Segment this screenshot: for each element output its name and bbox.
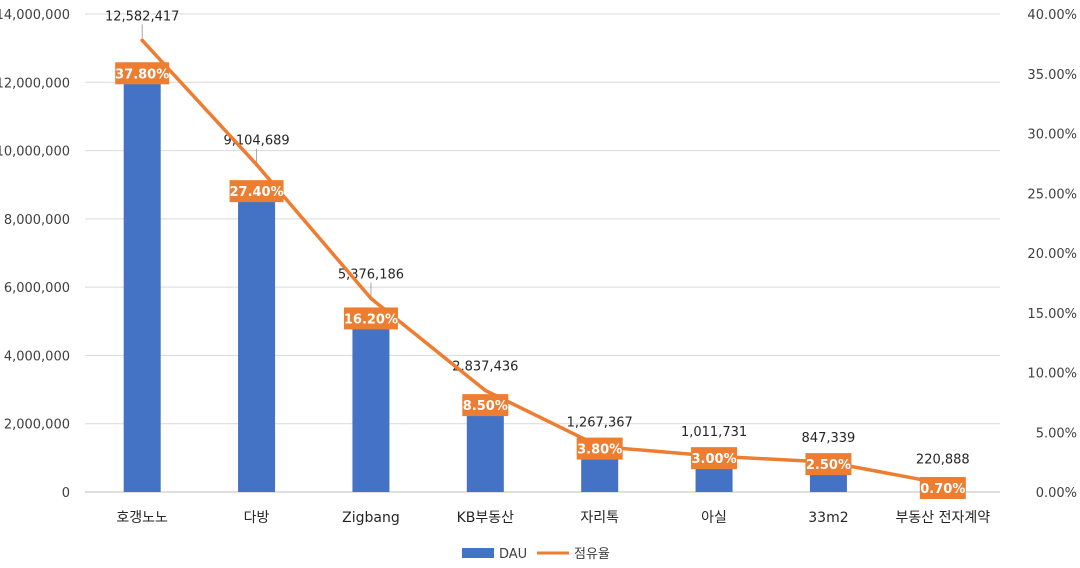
share-value-label: 3.00% [692, 452, 737, 467]
share-point [483, 388, 488, 393]
category-label: 부동산 전자계약 [896, 510, 991, 526]
share-label-box [805, 453, 852, 476]
bar [238, 181, 276, 493]
category-label: 다방 [244, 510, 270, 526]
left-tick-label: 4,000,000 [4, 349, 70, 364]
legend-label-dau: DAU [499, 547, 527, 562]
category-labels: 호갱노노 다방 Zigbang KB부동산 자리톡 아실 33m2 부동산 전자계약 [116, 510, 990, 526]
category-label: 호갱노노 [116, 510, 168, 526]
dau-bars [123, 62, 962, 493]
right-tick-label: 35.00% [1027, 68, 1077, 83]
share-value-label: 37.80% [115, 67, 169, 82]
right-tick-label: 0.00% [1036, 486, 1077, 501]
share-value-label: 8.50% [463, 399, 508, 414]
dau-value-label: 220,888 [916, 453, 970, 468]
share-label-box [115, 62, 170, 85]
category-label: 아실 [701, 510, 727, 526]
left-tick-label: 2,000,000 [4, 418, 70, 433]
left-tick-label: 6,000,000 [4, 281, 70, 296]
share-value-label: 0.70% [920, 482, 965, 497]
category-label: KB부동산 [457, 510, 515, 526]
left-axis: 0 2,000,000 4,000,000 6,000,000 8,000,000 10,… [0, 8, 70, 501]
bar [123, 62, 161, 493]
dau-value-label: 1,011,731 [681, 425, 747, 440]
share-label-box [462, 394, 509, 417]
left-tick-label: 14,000,000 [0, 8, 70, 23]
legend: DAU 점유율 [462, 547, 610, 562]
leader-lines [141, 24, 372, 297]
right-axis: 0.00% 5.00% 10.00% 15.00% 20.00% 25.00% 30.00%… [1027, 8, 1077, 501]
share-value-label: 3.80% [577, 443, 622, 458]
left-tick-label: 0 [62, 486, 70, 501]
right-tick-label: 40.00% [1027, 8, 1077, 23]
left-tick-label: 10,000,000 [0, 145, 70, 160]
dau-value-label: 847,339 [802, 431, 856, 446]
share-label-box [691, 447, 738, 470]
share-point [254, 162, 259, 167]
category-label: 자리톡 [580, 510, 619, 526]
left-tick-label: 12,000,000 [0, 76, 70, 91]
legend-swatch-dau [462, 548, 494, 558]
share-label-box [576, 437, 623, 460]
right-tick-label: 10.00% [1027, 367, 1077, 382]
share-value-label: 16.20% [344, 312, 398, 327]
share-label-box [343, 307, 398, 330]
share-point [369, 296, 373, 301]
gridlines [85, 13, 1000, 493]
share-value-label: 2.50% [806, 458, 851, 473]
dau-value-label: 1,267,367 [567, 416, 633, 431]
legend-label-share: 점유율 [574, 547, 610, 562]
share-point [140, 38, 144, 43]
right-tick-label: 30.00% [1027, 128, 1077, 143]
right-tick-label: 25.00% [1027, 187, 1077, 202]
share-label-box [229, 180, 284, 203]
category-label: 33m2 [808, 510, 848, 526]
right-tick-label: 5.00% [1036, 426, 1077, 441]
share-label-box [919, 477, 966, 499]
right-tick-label: 20.00% [1027, 247, 1077, 262]
dau-value-label: 12,582,417 [105, 9, 179, 24]
right-tick-label: 15.00% [1027, 307, 1077, 322]
bar [352, 308, 390, 492]
share-value-label: 27.40% [229, 185, 283, 200]
dau-value-label: 2,837,436 [452, 359, 518, 374]
dau-data-labels: 12,582,4179,104,6895,376,1862,837,4361,2… [105, 9, 970, 467]
left-tick-label: 8,000,000 [4, 213, 70, 228]
category-label: Zigbang [342, 510, 400, 526]
share-data-labels: 37.80% 27.40% 16.20% 8.50% 3.80% 3.00% 2.50% 0.… [115, 62, 966, 499]
